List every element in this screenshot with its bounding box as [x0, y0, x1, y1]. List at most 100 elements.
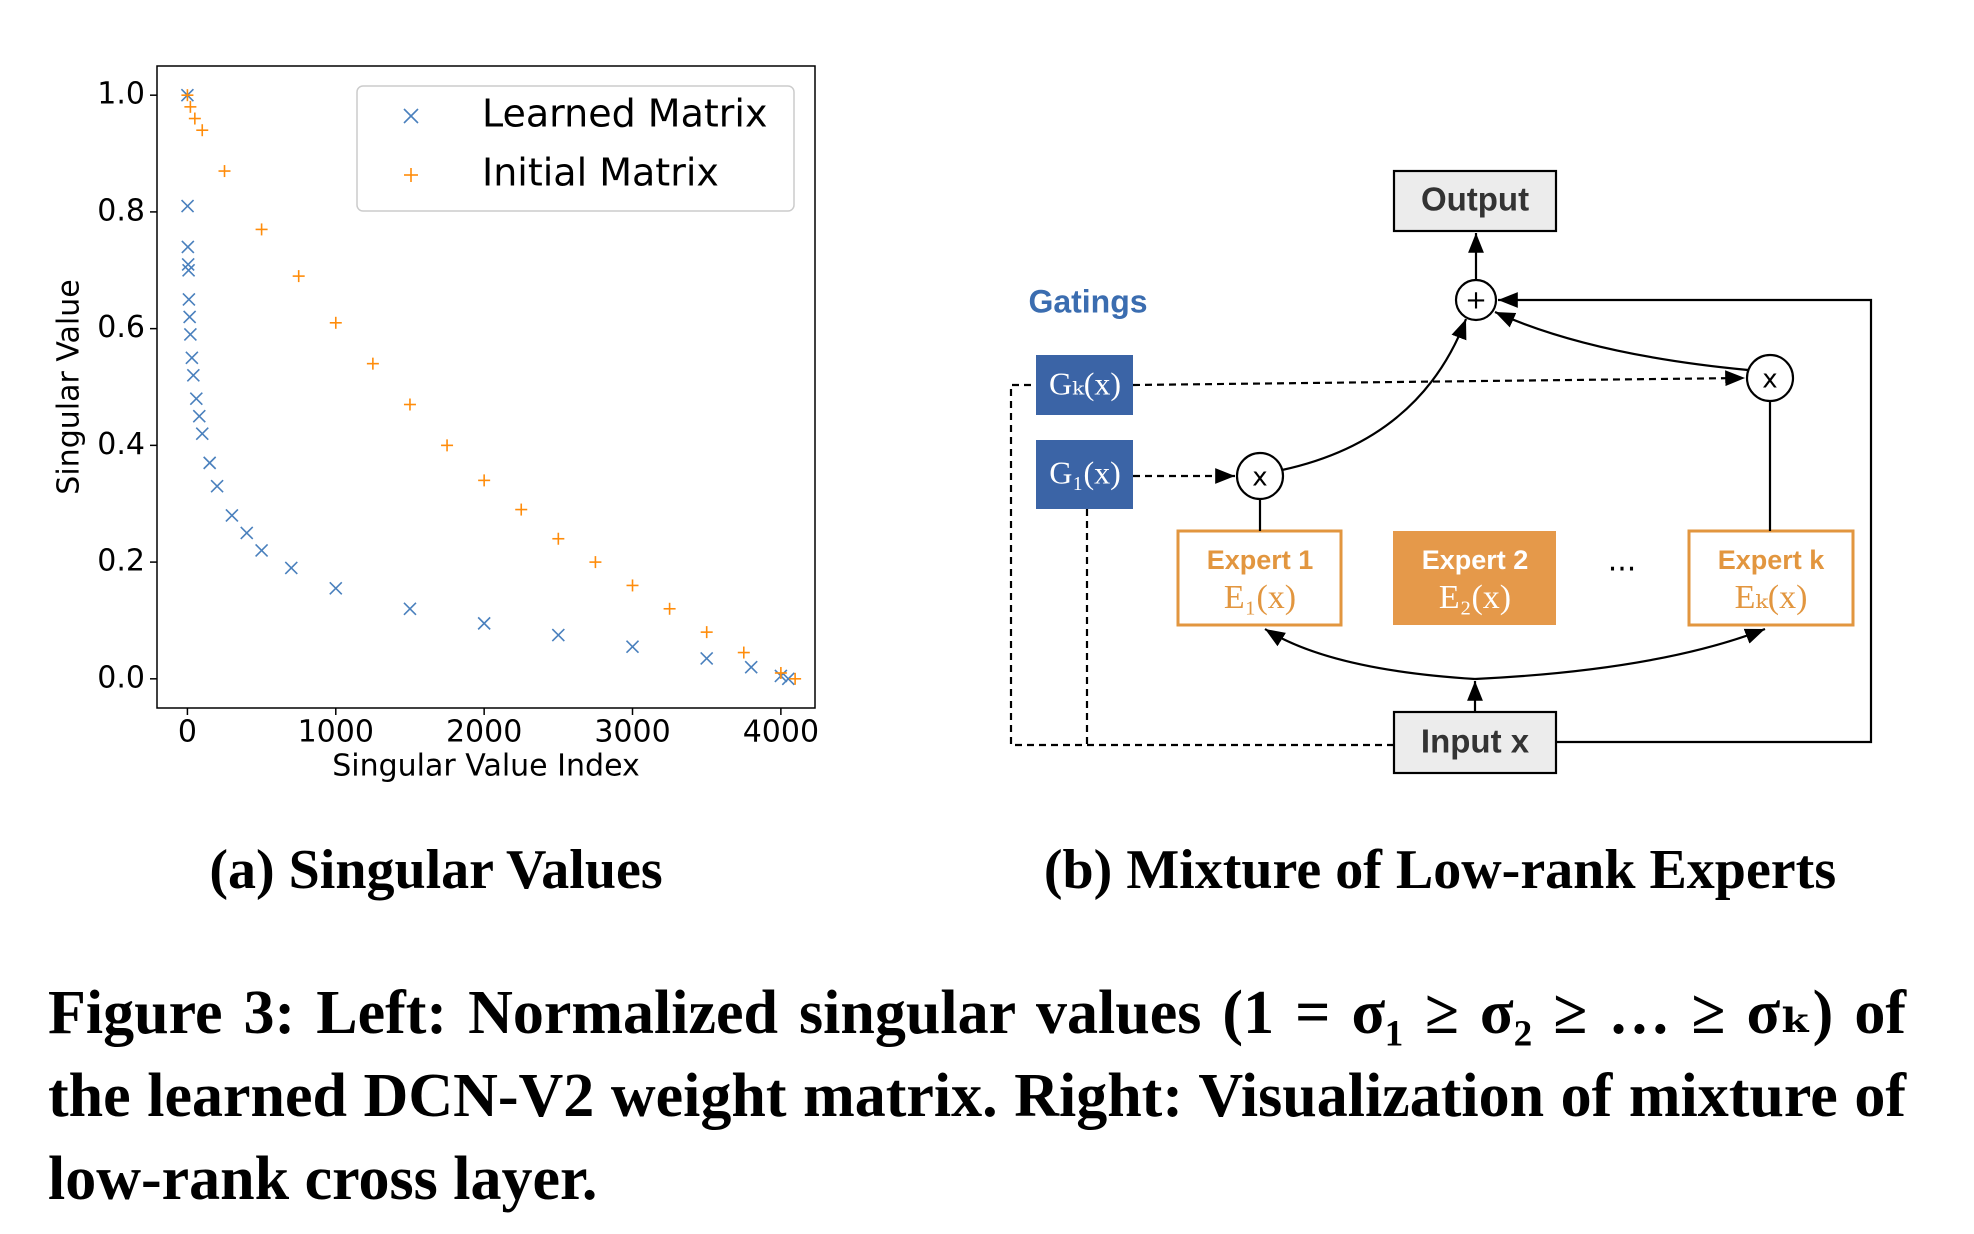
point — [551, 628, 565, 642]
point — [182, 292, 196, 307]
gatings-label: Gatings — [1028, 283, 1147, 319]
marker-stroke — [744, 660, 758, 674]
legend-label: Initial Matrix — [482, 151, 719, 195]
point — [744, 660, 758, 674]
point — [255, 543, 269, 557]
point — [181, 89, 194, 102]
gate-links — [1009, 370, 1746, 747]
point — [700, 651, 714, 665]
marker-stroke — [180, 199, 195, 213]
point — [515, 503, 528, 516]
marker-stroke — [183, 327, 197, 342]
x-tick-label: 3000 — [594, 715, 670, 750]
y-tick-label: 0.2 — [97, 544, 145, 579]
gate-box — [1036, 440, 1133, 509]
marker-stroke — [195, 427, 209, 441]
figure-caption: Figure 3: Left: Normalized singular valu… — [48, 979, 1906, 1213]
point — [626, 579, 639, 592]
arrow — [1474, 627, 1766, 681]
marker-stroke — [185, 351, 199, 365]
input-label: Input x — [1421, 723, 1530, 760]
arrow — [1264, 628, 1476, 681]
gate-label: Gₖ(x) — [1049, 365, 1121, 401]
y-tick-label: 0.8 — [97, 193, 145, 228]
marker-stroke — [551, 628, 565, 642]
gate-label: G₁(x) — [1049, 454, 1121, 490]
point — [284, 561, 298, 575]
marker-stroke — [625, 640, 640, 654]
point — [210, 479, 224, 493]
point — [185, 351, 199, 365]
point — [478, 474, 491, 487]
marker-stroke — [192, 409, 206, 423]
point — [255, 223, 268, 236]
expert-label: E₁(x) — [1224, 579, 1296, 616]
point — [329, 581, 343, 595]
point — [182, 263, 196, 277]
point — [192, 409, 206, 423]
expert-box — [1393, 531, 1556, 625]
marker-stroke — [240, 526, 254, 540]
marker-stroke — [225, 508, 239, 522]
point — [181, 257, 195, 272]
y-axis-label: Singular Value — [52, 279, 87, 494]
sum-label: + — [1465, 286, 1487, 316]
point — [329, 316, 342, 329]
point — [186, 368, 200, 382]
marker-stroke — [477, 616, 491, 630]
point — [195, 427, 209, 441]
scatter-chart: 0 1000 2000 3000 4000 0.0 0.2 0.4 0.6 0.8 1.0 Singu… — [52, 65, 819, 784]
point — [441, 439, 454, 452]
marker-stroke — [189, 392, 203, 406]
output-box — [1392, 169, 1558, 233]
arrow — [1281, 318, 1468, 472]
point — [663, 602, 676, 615]
ellipsis: ... — [1608, 544, 1637, 579]
point — [781, 672, 795, 686]
marker-stroke — [182, 263, 196, 277]
point — [589, 556, 602, 569]
point — [240, 526, 254, 540]
arrow — [1498, 292, 1873, 744]
x-tick-label: 1000 — [298, 715, 374, 750]
subcaption: (a) Singular Values — [209, 839, 662, 901]
y-tick-label: 1.0 — [97, 77, 145, 112]
expert-title: Expert 2 — [1422, 545, 1529, 575]
point — [477, 616, 491, 630]
series — [181, 89, 802, 685]
diagram — [1009, 169, 1873, 775]
marker-stroke — [781, 672, 795, 686]
point — [225, 508, 239, 522]
marker-stroke — [186, 368, 200, 382]
arrow — [1494, 310, 1749, 372]
point — [403, 108, 419, 124]
y-tick-label: 0.0 — [97, 660, 145, 695]
point — [404, 168, 418, 182]
point — [403, 602, 417, 616]
legend-label: Learned Matrix — [482, 92, 767, 136]
series — [180, 88, 795, 686]
marker-stroke — [210, 479, 224, 493]
x-axis-label: Singular Value Index — [332, 749, 640, 784]
point — [625, 640, 640, 654]
x-tick-label: 0 — [178, 715, 197, 750]
point — [789, 672, 802, 685]
point — [700, 626, 713, 639]
marker-stroke — [181, 240, 195, 254]
point — [180, 199, 195, 213]
point — [218, 165, 231, 178]
arrow — [1132, 370, 1746, 387]
point — [366, 357, 379, 370]
multiply-label: x — [1762, 365, 1777, 395]
point — [183, 310, 197, 324]
marker-stroke — [255, 543, 269, 557]
marker-stroke — [183, 310, 197, 324]
subcaption: (b) Mixture of Low-rank Experts — [1044, 839, 1836, 901]
point — [181, 240, 195, 254]
expert-title: Expert 1 — [1207, 545, 1314, 575]
expert-title: Expert k — [1718, 545, 1826, 575]
marker-stroke — [182, 292, 196, 307]
point — [737, 646, 750, 659]
marker-stroke — [403, 602, 417, 616]
